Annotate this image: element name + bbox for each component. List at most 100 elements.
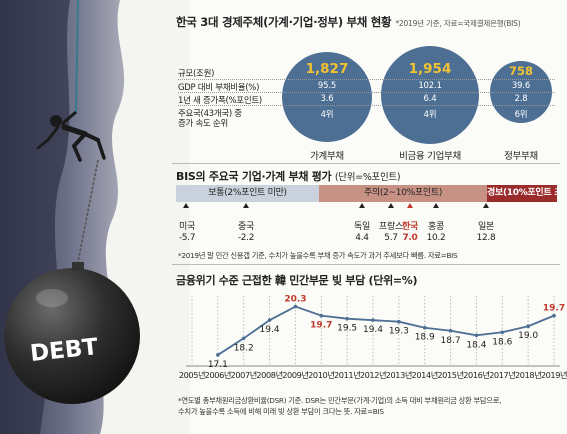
section2-title-text: BIS의 주요국 기업·가계 부채 평가 [176,170,332,183]
section-divider [172,264,560,265]
section-divider [172,163,560,164]
country-china-value: -2.2 [237,233,255,243]
corporate-rank: 4위 [423,110,437,120]
country-hongkong-value: 10.2 [426,233,446,243]
data-point [448,328,453,333]
row-label-ratio: GDP 대비 부채비율(%) [178,83,260,93]
country-korea-name: 한국 [402,222,418,232]
x-tick-label: 2006년 [205,370,231,380]
household-ratio: 95.5 [317,81,337,91]
row-label-rank-1: 주요국(43개국) 중 [178,109,242,119]
data-point [500,330,505,335]
country-germany-name: 독일 [354,222,370,232]
country-korea-value: 7.0 [402,233,418,243]
marker-korea [407,203,413,208]
debt-illustration: DEBT [0,0,190,434]
data-label: 18.7 [441,336,461,346]
x-tick-label: 2019년 [541,370,567,380]
x-tick-label: 2007년 [231,370,257,380]
x-tick-label: 2014년 [412,370,438,380]
x-tick-label: 2018년 [515,370,541,380]
corporate-circle [381,46,479,144]
x-tick-label: 2011년 [334,370,360,380]
marker-france [388,203,394,208]
country-germany: 독일 4.4 [347,222,377,244]
marker-usa [183,203,189,208]
dsr-line-chart: 17.1 18.2 19.4 20.3 19.7 19.5 19.4 19.3 18.9 18.7… [179,295,567,380]
data-point [319,313,324,318]
government-rank: 6위 [514,110,528,120]
marker-hongkong [433,203,439,208]
band-caution: 주의(2~10%포인트) [319,185,487,202]
data-point [216,353,220,357]
country-france: 프랑스 5.7 [374,222,408,244]
row-label-increase: 1년 새 증가폭(%포인트) [178,96,262,106]
country-france-value: 5.7 [384,233,398,243]
section2-title: BIS의 주요국 기업·가계 부채 평가 (단위=%포인트) [176,168,401,184]
marker-china [243,203,249,208]
data-label: 20.3 [284,295,306,305]
x-tick-label: 2017년 [489,370,515,380]
section3-footnote-2: 수치가 높을수록 소득에 비해 미래 빚 상환 부담이 크다는 뜻. 자료=BI… [178,407,384,416]
climber-figure [36,110,106,162]
chart-title: 금융위기 수준 근접한 韓 민간부문 빚 부담 (단위=%) [176,274,418,287]
data-point [422,325,427,330]
rope [74,0,80,113]
data-label: 19.7 [543,304,565,314]
household-circle [282,52,372,142]
section2-unit: (단위=%포인트) [334,172,401,183]
corporate-ratio: 102.1 [418,81,442,91]
section3-footnote-1: *연도별 총부채원리금상환비율(DSR) 기준. DSR는 민간부문(가계·기업… [178,396,502,405]
corporate-label: 비금융 기업부채 [399,151,461,162]
x-tick-label: 2010년 [308,370,334,380]
country-usa-value: -5.7 [178,233,196,243]
household-size: 1,827 [305,61,349,77]
marker-germany [359,203,365,208]
x-tick-label: 2015년 [437,370,463,380]
row-divider [178,79,555,80]
data-label: 19.4 [260,325,280,335]
data-label: 18.2 [234,343,254,353]
section1-title-text: 한국 3대 경제주체(가계·기업·정부) 부채 현황 [176,15,392,29]
data-label: 19.0 [518,331,538,341]
data-point [345,316,349,321]
government-label: 정부부채 [504,151,538,162]
data-label: 19.3 [389,327,409,337]
country-usa-name: 미국 [179,222,195,232]
row-label-rank-2: 증가 속도 순위 [178,119,228,129]
row-divider [178,92,555,93]
data-label: 19.5 [337,324,357,334]
country-markers [183,203,489,208]
country-japan: 일본 12.8 [471,222,501,244]
country-korea: 한국 7.0 [395,222,425,244]
section2-footnote: *2019년 말 민간 신용갭 기준, 수치가 높을수록 부채 증가 속도가 과… [178,251,458,260]
row-label-size: 규모(조원) [178,69,215,79]
debt-ball [4,268,140,404]
country-china-name: 중국 [238,222,254,232]
country-germany-value: 4.4 [355,233,369,243]
corporate-increase: 6.4 [423,94,437,104]
country-france-name: 프랑스 [379,222,403,232]
marker-japan [483,203,489,208]
x-tick-label: 2016년 [463,370,489,380]
household-label: 가계부채 [310,151,344,162]
section1-note: *2019년 기준, 자료=국제결제은행(BIS) [395,19,521,28]
government-increase: 2.8 [514,94,528,104]
data-point [552,313,556,318]
x-tick-label: 2008년 [256,370,282,380]
household-rank: 4위 [320,110,334,120]
data-point [474,333,479,338]
x-tick-label: 2012년 [360,370,386,380]
x-tick-label: 2005년 [179,370,205,380]
section1-title: 한국 3대 경제주체(가계·기업·정부) 부채 현황 *2019년 기준, 자료=… [176,14,521,30]
band-normal: 보통(2%포인트 미만) [176,185,319,202]
band-alert: 경보(10%포인트 초과) [487,185,567,202]
country-usa: 미국 -5.7 [172,222,202,244]
data-label: 17.1 [208,360,228,370]
data-point [397,319,401,324]
data-label: 18.9 [415,333,435,343]
data-point [293,304,298,309]
corporate-size: 1,954 [408,61,452,77]
series-line [217,305,555,356]
